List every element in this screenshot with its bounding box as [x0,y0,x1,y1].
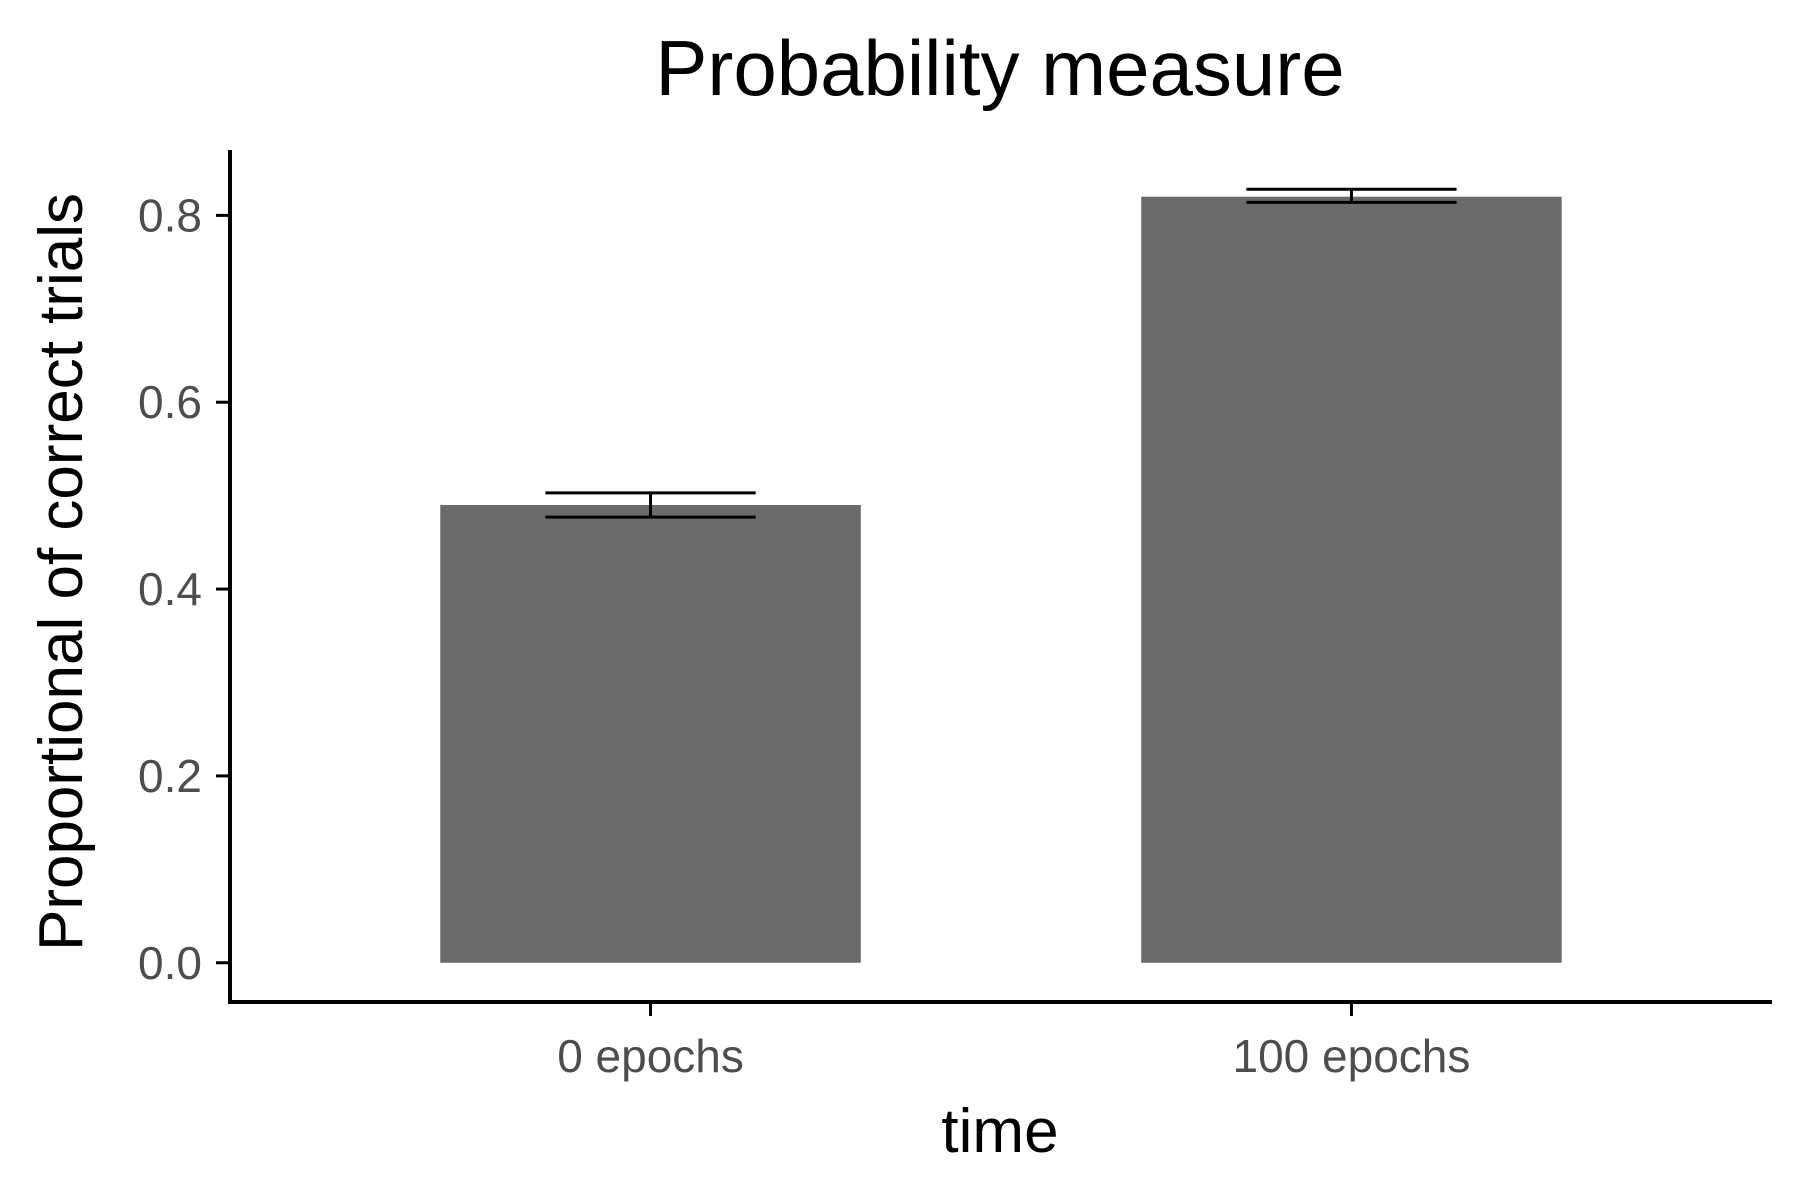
plot-area: 0.0 0.2 0.4 0.6 0.8 0 epochs 100 epochs [138,150,1772,1082]
y-tick-label: 0.8 [138,189,202,241]
y-tick-label: 0.4 [138,563,202,615]
bar [440,505,861,963]
y-axis-title: Proportional of correct trials [27,193,96,951]
bar [1141,196,1562,963]
x-axis-title: time [941,1097,1058,1166]
y-tick-label: 0.2 [138,750,202,802]
x-tick-label: 100 epochs [1233,1030,1471,1082]
y-tick-label: 0.0 [138,937,202,989]
chart-title: Probability measure [655,24,1344,112]
y-tick-label: 0.6 [138,376,202,428]
x-tick-label: 0 epochs [557,1030,744,1082]
